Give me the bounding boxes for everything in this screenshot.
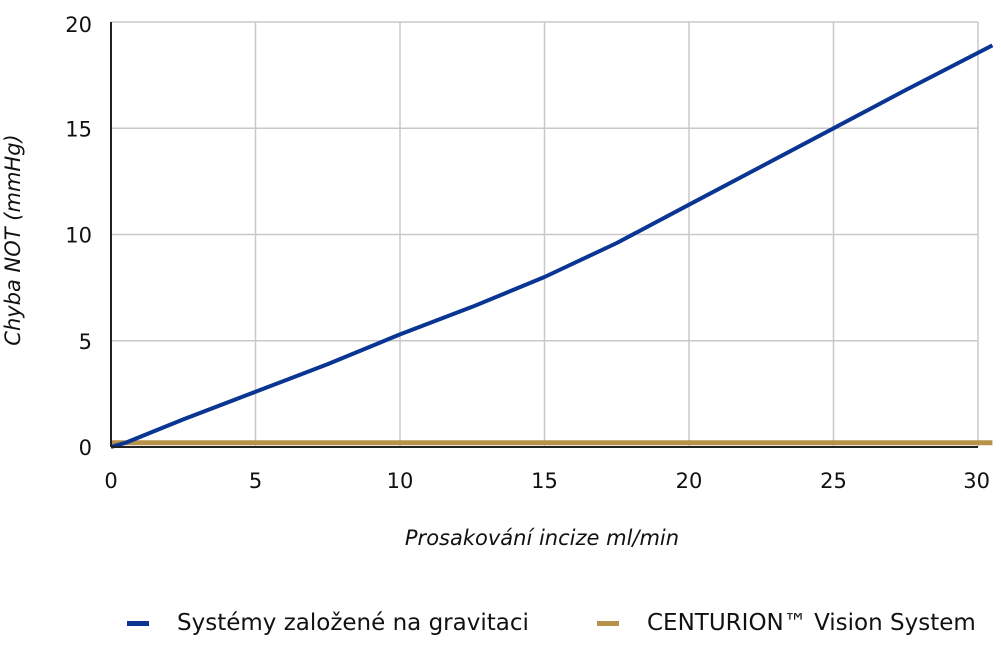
y-tick-label: 5 xyxy=(79,330,92,354)
x-tick-labels: 0 5 10 15 20 25 30 xyxy=(104,469,990,493)
x-axis-title: Prosakování incize ml/min xyxy=(405,526,679,550)
y-tick-label: 0 xyxy=(79,436,92,460)
grid-lines xyxy=(111,21,979,447)
axes xyxy=(110,22,978,448)
legend-item-gravity: Systémy založené na gravitaci xyxy=(127,610,529,636)
legend-label-gravity: Systémy založené na gravitaci xyxy=(177,610,529,636)
x-tick-label: 30 xyxy=(963,469,990,493)
x-tick-label: 10 xyxy=(387,469,414,493)
y-axis-title: Chyba NOT (mmHg) xyxy=(1,134,25,345)
legend-item-centurion: CENTURION™ Vision System xyxy=(597,610,976,636)
legend-swatch-centurion xyxy=(597,620,619,626)
x-tick-label: 15 xyxy=(531,469,558,493)
y-tick-label: 15 xyxy=(65,117,92,141)
legend: Systémy založené na gravitaci CENTURION™… xyxy=(0,600,1001,650)
series-line-gravity xyxy=(110,43,994,449)
y-tick-label: 20 xyxy=(65,13,92,37)
y-tick-labels: 0 5 10 15 20 xyxy=(65,13,92,460)
y-tick-label: 10 xyxy=(65,224,92,248)
series-lines xyxy=(110,43,994,449)
x-tick-label: 20 xyxy=(676,469,703,493)
legend-swatch-gravity xyxy=(127,620,149,626)
x-tick-label: 25 xyxy=(820,469,847,493)
x-tick-label: 0 xyxy=(104,469,117,493)
x-tick-label: 5 xyxy=(249,469,262,493)
legend-label-centurion: CENTURION™ Vision System xyxy=(647,610,976,636)
